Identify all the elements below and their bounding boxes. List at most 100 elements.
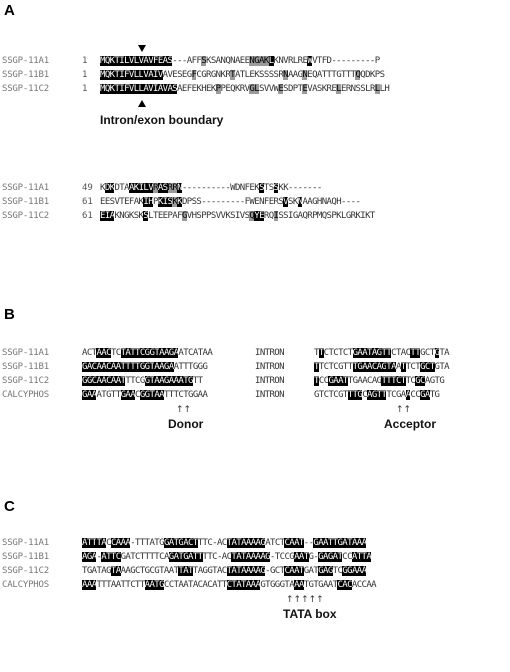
conserved-residues: K [177, 197, 183, 207]
residues: GTCTCGT [314, 390, 348, 400]
conserved-residues: ATTC [101, 552, 121, 562]
residues: GTGGGTA [260, 580, 295, 590]
residues: KK------- [278, 183, 322, 193]
conserved-residues: AAT [294, 552, 309, 562]
seq-name: CALCYPHOS [2, 390, 49, 400]
residues: SDPT [283, 84, 303, 94]
conserved-residues: GAAT [328, 376, 348, 386]
residues: TTC- [202, 552, 223, 562]
residues: TTCG [125, 376, 145, 386]
residues: TC [405, 376, 416, 386]
seq-row-a1-1: MQKTILVLVAVFEAS---AFFSKSANQNAEENGAKLKNVR… [100, 56, 380, 67]
conserved-residues: TATTCG [120, 348, 150, 358]
conserved-residues: S [143, 211, 149, 221]
conserved-residues: T [400, 362, 406, 372]
residues: TTTCTGGAA [163, 390, 208, 400]
conserved-residues: CTATAA [226, 580, 256, 590]
conserved-residues: EIA [100, 211, 115, 221]
residues: TTC- [197, 538, 218, 548]
intron-marker-bottom-icon [138, 100, 146, 107]
conserved-residues: CAAT [284, 538, 304, 548]
intron-label: INTRON [255, 348, 285, 358]
similar-residues: N [302, 70, 308, 80]
seq-name: SSGP-11B1 [2, 552, 49, 562]
donor-arrows-icon: ↑↑ [176, 405, 192, 415]
similar-residues: I [273, 211, 279, 221]
residues: AC [221, 552, 232, 562]
conserved-residues: TA [110, 566, 121, 576]
residues: C [135, 390, 140, 400]
intron-label: INTRON [255, 390, 285, 400]
conserved-residues: W [307, 56, 313, 66]
residues: TGCGTAAT [139, 566, 179, 576]
residues: ATGTT [96, 390, 121, 400]
residues: -- [303, 538, 314, 548]
conserved-residues: S [259, 183, 264, 193]
residues: TC [110, 348, 121, 358]
conserved-residues: VAIV [143, 70, 163, 80]
conserved-residues: T [314, 362, 319, 372]
conserved-residues: TT [410, 348, 421, 358]
conserved-residues: A [405, 390, 411, 400]
conserved-residues: GAGAT [318, 552, 343, 562]
similar-residues: G [181, 211, 187, 221]
conserved-residues: AAC [96, 348, 112, 358]
residues: ACT [82, 348, 97, 358]
conserved-residues: MQKTIFVLLAVI [100, 84, 158, 94]
seq-name: SSGP-11A1 [2, 538, 49, 548]
seq-row-a2-1: KDKDTAAKILVRASRRN----------WDNFEKSTSSKK-… [100, 183, 322, 194]
residues: K [100, 183, 105, 193]
residues: CTAC [391, 348, 411, 358]
conserved-residues: TATAA [226, 538, 251, 548]
residues: EE [100, 197, 110, 207]
residues: AVESEG [162, 70, 193, 80]
conserved-residues: GATG [163, 538, 184, 548]
seq-name: SSGP-11A1 [2, 56, 49, 66]
panel-label-b: B [4, 306, 15, 323]
seq-row-b-3-exon2: TCCGAATTGAACAGTTTCTTCGCAGTG [314, 376, 445, 387]
seq-name: SSGP-11A1 [2, 348, 49, 358]
conserved-residues: MQKTIFVLL [100, 70, 144, 80]
seq-row-c-1: ATTTACCAAA-TTTATGGATGACTTTC-ACTATAAAAGAT… [82, 538, 367, 549]
conserved-residues: ATT [82, 538, 97, 548]
conserved-residues: AAGA [154, 362, 174, 372]
residues: A [395, 362, 401, 372]
residues: AAGC [120, 566, 141, 576]
seq-row-a2-3: EIAKNGKSKSLTEEPAFGVHSPPSVVKSIVSQYERQISSI… [100, 211, 375, 222]
conserved-residues: TGAAC [352, 362, 377, 372]
seq-row-c-2: AGA-ATTCGATCTTTTCAGATGATTTTC-ACTATAAAAG-… [82, 552, 372, 563]
residues: TCT [405, 362, 421, 372]
residues: KNGKSK [114, 211, 144, 221]
residues: -TTTATG [130, 538, 164, 548]
residues: G- [308, 552, 319, 562]
similar-residues: S [201, 56, 207, 66]
conserved-residues: ATTA [351, 552, 372, 562]
seq-row-b-2-exon: GACAACAATTTTGGTAAGAATTTGGG [82, 362, 208, 373]
similar-residues: T [230, 70, 236, 80]
residues: TG [429, 390, 440, 400]
conserved-residues: GACAACAATT [82, 362, 131, 372]
similar-residues: RR [167, 183, 178, 193]
seq-start: 1 [82, 56, 88, 66]
conserved-residues: GGCAACAAT [82, 376, 126, 386]
conserved-residues: AG [367, 390, 377, 400]
seq-row-a1-3: MQKTIFVLLAVIAVASAEFEKHEKPPEQKRVGLSVVWESD… [100, 84, 390, 95]
conserved-residues: G [434, 348, 440, 358]
residues: AAGHNAQH---- [302, 197, 361, 207]
conserved-residues: TA [386, 362, 397, 372]
seq-row-a1-2: MQKTIFVLLVAIVAVESEGFCGRGNKRTATLEKSSSSRNA… [100, 70, 385, 81]
conserved-residues: TATAA [231, 552, 256, 562]
conserved-residues: AG [371, 348, 382, 358]
residues: KSANQNAEE [206, 56, 250, 66]
residues: T [314, 348, 319, 358]
donor-label: Donor [168, 417, 204, 431]
conserved-residues: N [297, 197, 303, 207]
conserved-residues: TTG [130, 362, 145, 372]
acceptor-label: Acceptor [384, 417, 437, 431]
conserved-residues: CAAA [110, 538, 131, 548]
conserved-residues: T [314, 376, 319, 386]
similar-residues: Q [355, 70, 361, 80]
conserved-residues: DK [104, 183, 115, 193]
similar-residues: F [191, 70, 197, 80]
seq-name: CALCYPHOS [2, 580, 49, 590]
